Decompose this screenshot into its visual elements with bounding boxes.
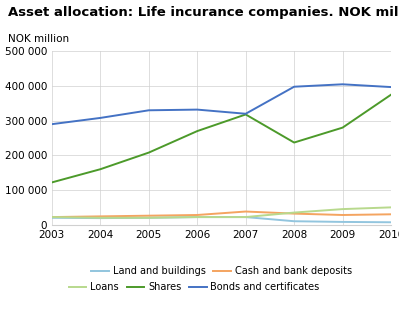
Line: Shares: Shares xyxy=(52,95,391,182)
Shares xyxy=(243,113,248,117)
Loans xyxy=(340,207,345,211)
Line: Cash and bank deposits: Cash and bank deposits xyxy=(52,212,391,217)
Shares xyxy=(195,129,200,133)
Line: Land and buildings: Land and buildings xyxy=(52,217,391,222)
Shares xyxy=(389,93,393,97)
Loans xyxy=(98,216,103,220)
Cash and bank deposits xyxy=(49,215,54,219)
Loans xyxy=(389,205,393,209)
Cash and bank deposits xyxy=(292,212,296,215)
Land and buildings xyxy=(243,215,248,219)
Text: Asset allocation: Life incurance companies. NOK million: Asset allocation: Life incurance compani… xyxy=(8,6,399,19)
Shares xyxy=(292,141,296,144)
Land and buildings xyxy=(49,216,54,220)
Bonds and certificates xyxy=(292,85,296,89)
Loans xyxy=(49,215,54,219)
Shares xyxy=(98,167,103,171)
Land and buildings xyxy=(340,220,345,224)
Loans xyxy=(195,215,200,219)
Shares xyxy=(340,126,345,130)
Cash and bank deposits xyxy=(146,214,151,218)
Bonds and certificates xyxy=(340,82,345,86)
Cash and bank deposits xyxy=(243,210,248,213)
Bonds and certificates xyxy=(195,108,200,111)
Land and buildings xyxy=(195,215,200,219)
Land and buildings xyxy=(389,220,393,224)
Text: NOK million: NOK million xyxy=(8,34,69,44)
Bonds and certificates xyxy=(49,122,54,126)
Line: Bonds and certificates: Bonds and certificates xyxy=(52,84,391,124)
Bonds and certificates xyxy=(389,85,393,89)
Cash and bank deposits xyxy=(195,213,200,217)
Land and buildings xyxy=(146,216,151,220)
Bonds and certificates xyxy=(243,112,248,116)
Line: Loans: Loans xyxy=(52,207,391,218)
Loans xyxy=(243,215,248,219)
Shares xyxy=(146,151,151,154)
Loans xyxy=(292,211,296,214)
Land and buildings xyxy=(98,216,103,220)
Loans xyxy=(146,216,151,220)
Land and buildings xyxy=(292,219,296,223)
Shares xyxy=(49,180,54,184)
Cash and bank deposits xyxy=(340,213,345,217)
Legend: Loans, Shares, Bonds and certificates: Loans, Shares, Bonds and certificates xyxy=(65,278,324,296)
Cash and bank deposits xyxy=(389,213,393,216)
Bonds and certificates xyxy=(146,108,151,112)
Bonds and certificates xyxy=(98,116,103,120)
Cash and bank deposits xyxy=(98,214,103,218)
